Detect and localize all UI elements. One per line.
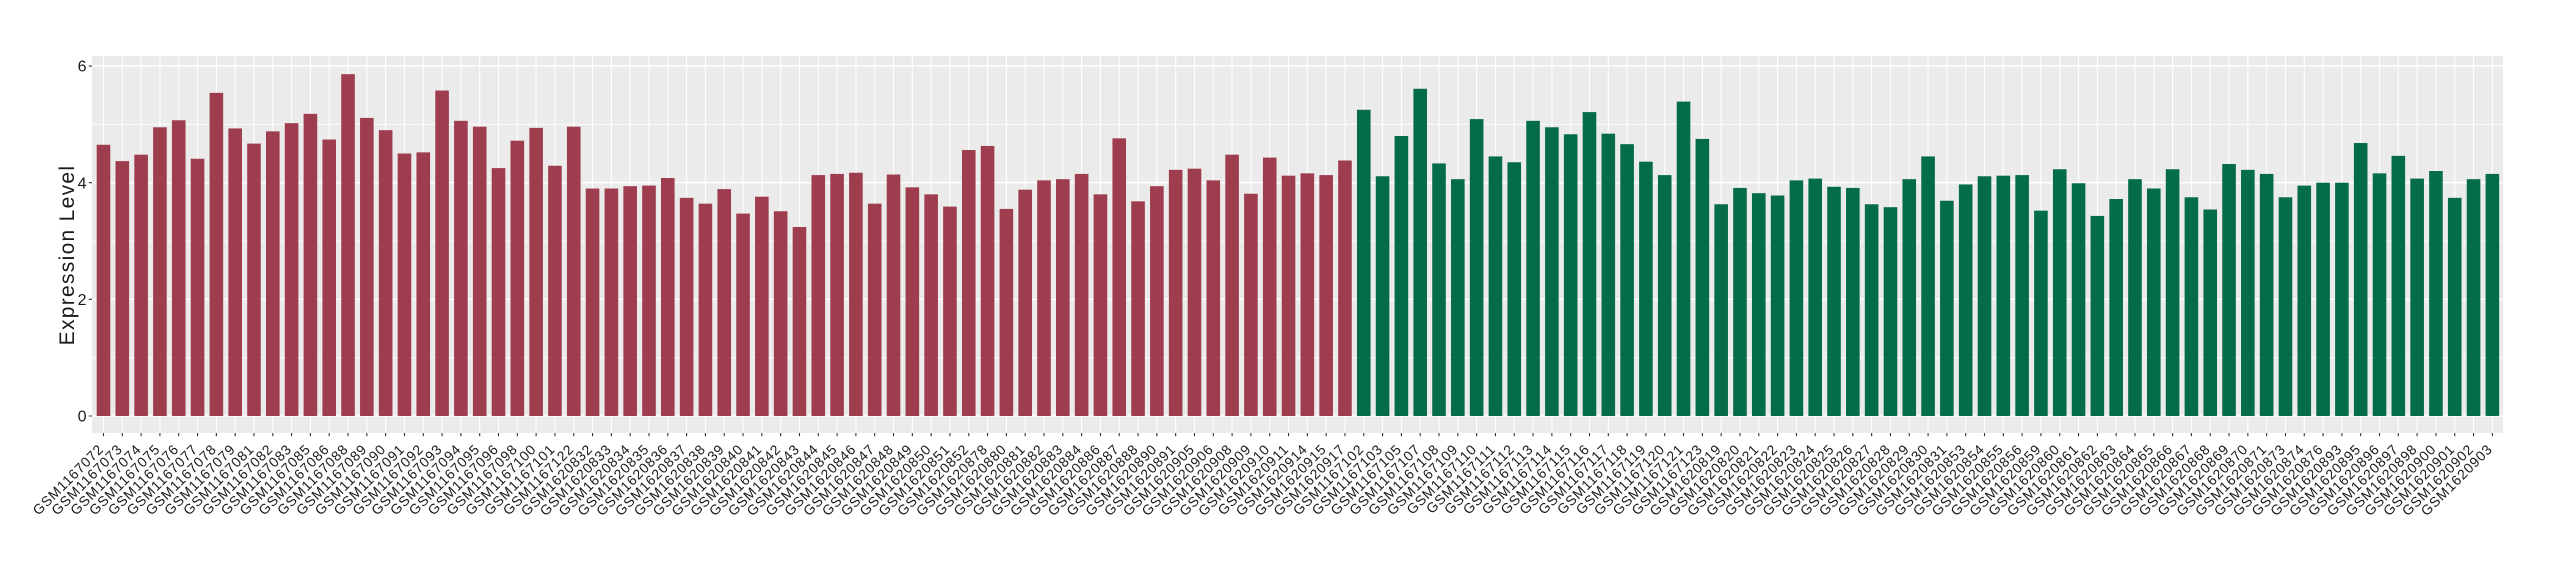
svg-text:4: 4 xyxy=(78,175,87,192)
svg-text:6: 6 xyxy=(78,59,87,76)
svg-text:0: 0 xyxy=(78,409,87,426)
svg-text:2: 2 xyxy=(78,292,87,309)
svg-text:Expression Level: Expression Level xyxy=(56,165,79,346)
